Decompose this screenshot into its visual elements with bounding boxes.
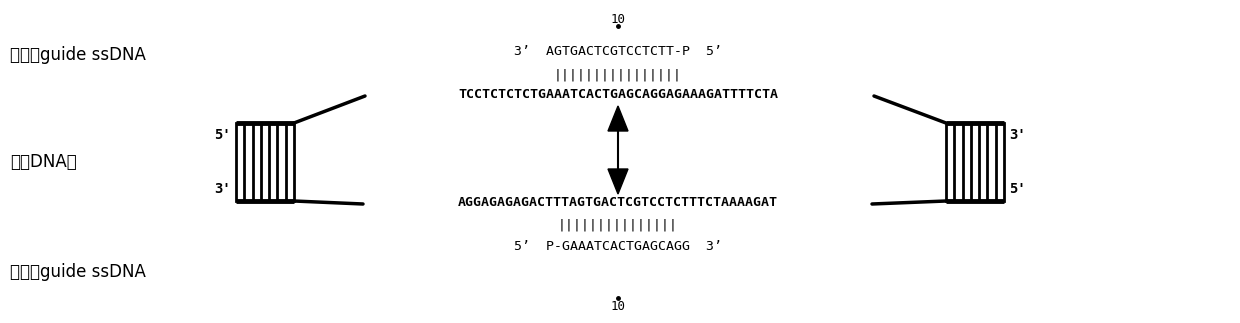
- Text: 3’  AGTGACTCGTCCTCTT-P  5’: 3’ AGTGACTCGTCCTCTT-P 5’: [515, 45, 722, 58]
- Text: 3': 3': [215, 182, 231, 196]
- Text: |||||||||||||||: |||||||||||||||: [558, 218, 678, 231]
- Polygon shape: [608, 106, 627, 131]
- Polygon shape: [608, 169, 627, 194]
- Text: 目标DNA链: 目标DNA链: [10, 153, 77, 171]
- Text: 10: 10: [610, 300, 625, 313]
- Text: TCCTCTCTCTGAAATCACTGAGCAGGAGAAAGATTTTCTA: TCCTCTCTCTGAAATCACTGAGCAGGAGAAAGATTTTCTA: [458, 88, 777, 101]
- Text: 有义链guide ssDNA: 有义链guide ssDNA: [10, 46, 146, 64]
- Text: 3': 3': [1009, 128, 1025, 142]
- Text: 无义链guide ssDNA: 无义链guide ssDNA: [10, 263, 146, 281]
- Text: ||||||||||||||||: ||||||||||||||||: [554, 68, 682, 81]
- Text: 10: 10: [610, 13, 625, 26]
- Text: AGGAGAGAGACTTTAGTGACTCGTCCTCTTTCTAAAAGAT: AGGAGAGAGACTTTAGTGACTCGTCCTCTTTCTAAAAGAT: [458, 196, 777, 209]
- Text: 5': 5': [215, 128, 231, 142]
- Text: 5’  P-GAAATCACTGAGCAGG  3’: 5’ P-GAAATCACTGAGCAGG 3’: [515, 240, 722, 253]
- Text: 5': 5': [1009, 182, 1025, 196]
